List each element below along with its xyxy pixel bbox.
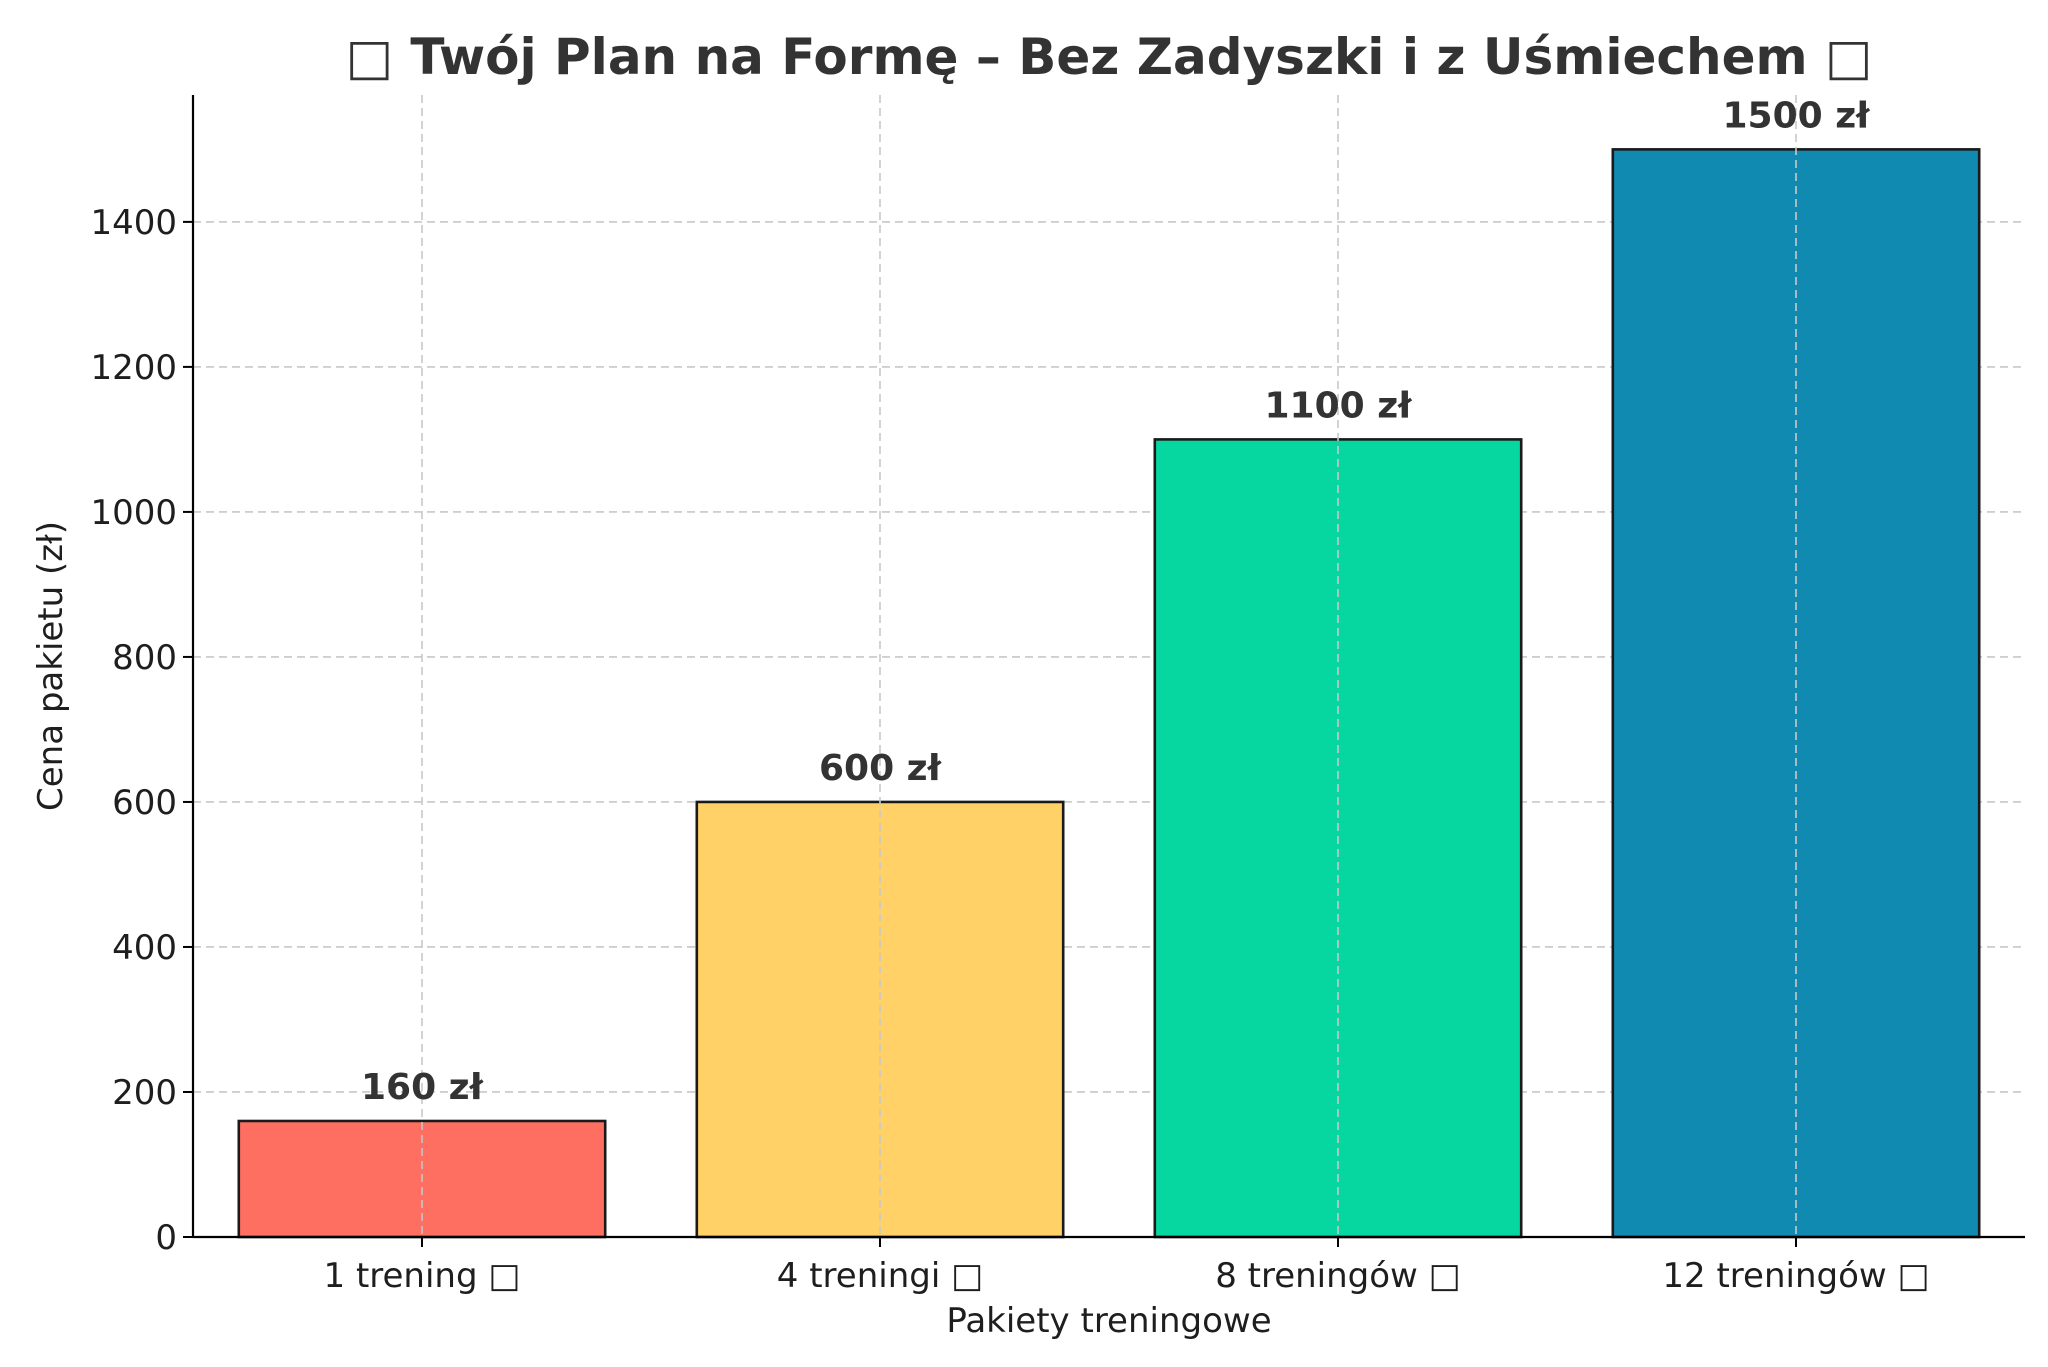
y-tick-label: 200 <box>112 1073 177 1113</box>
x-tick-label: 4 treningi □ <box>777 1256 983 1296</box>
grid-overlay <box>421 95 1797 1237</box>
bar-value-label: 1500 zł <box>1722 95 1871 136</box>
bar-value-label: 1100 zł <box>1264 385 1413 426</box>
bar-value-label: 160 zł <box>361 1067 485 1108</box>
ticks: 0 200 400 600 800 1000 1200 1400 1 trening □ 4 tr… <box>90 203 1929 1296</box>
y-tick-label: 1400 <box>90 203 177 243</box>
x-tick-label: 8 treningów □ <box>1215 1256 1461 1296</box>
bar-value-label: 600 zł <box>819 748 943 789</box>
x-axis-title: Pakiety treningowe <box>946 1301 1271 1341</box>
y-axis-title: Cena pakietu (zł) <box>31 521 71 811</box>
y-tick-label: 600 <box>112 783 177 823</box>
x-tick-label: 12 treningów □ <box>1662 1256 1929 1296</box>
grid <box>193 221 2025 1093</box>
data-labels: 160 zł 600 zł 1100 zł 1500 zł <box>361 95 1871 1108</box>
y-tick-label: 1000 <box>90 493 177 533</box>
y-tick-label: 1200 <box>90 348 177 388</box>
axes <box>191 95 2025 1239</box>
y-tick-label: 0 <box>155 1218 177 1258</box>
y-tick-label: 400 <box>112 928 177 968</box>
y-tick-label: 800 <box>112 638 177 678</box>
x-tick-label: 1 trening □ <box>324 1256 521 1296</box>
bars <box>237 148 1981 1239</box>
chart-title: □ Twój Plan na Formę – Bez Zadyszki i z … <box>346 28 1873 86</box>
